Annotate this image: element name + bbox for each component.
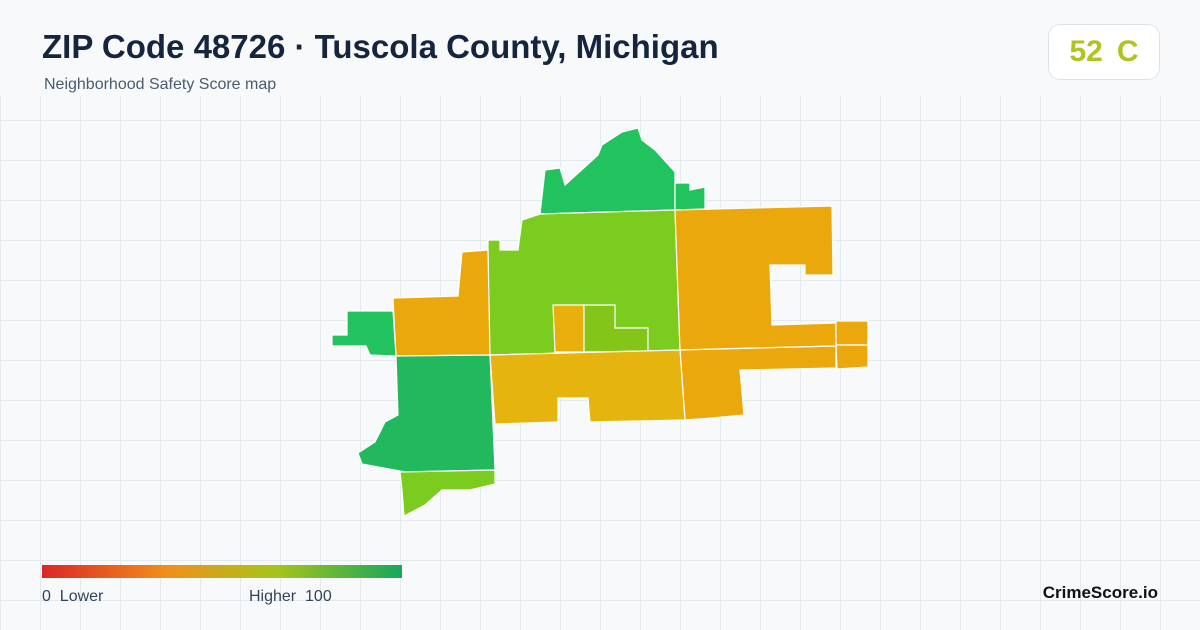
legend-max-value: 100 <box>305 588 332 605</box>
legend-min-label: Lower <box>59 588 104 605</box>
legend-gradient <box>42 565 402 578</box>
region <box>489 349 686 425</box>
region <box>552 304 585 353</box>
score-badge: 52 C <box>1048 24 1160 80</box>
title: ZIP Code 48726 · Tuscola County, Michiga… <box>42 28 719 65</box>
region <box>679 345 837 421</box>
legend-min-value: 0 <box>42 588 51 605</box>
region <box>674 205 837 351</box>
region <box>835 320 869 346</box>
region <box>331 310 397 357</box>
region <box>539 127 676 215</box>
subtitle: Neighborhood Safety Score map <box>44 76 277 93</box>
legend-min: 0 Lower <box>42 588 103 606</box>
region <box>392 249 491 357</box>
legend-max: Higher 100 <box>249 588 332 606</box>
brand: CrimeScore.io <box>1042 583 1158 602</box>
legend-max-label: Higher <box>249 588 297 605</box>
score-grade: C <box>1116 35 1139 68</box>
region <box>835 344 869 370</box>
region <box>674 182 706 211</box>
region <box>399 469 496 517</box>
region <box>357 354 496 473</box>
score-value: 52 <box>1069 35 1103 68</box>
